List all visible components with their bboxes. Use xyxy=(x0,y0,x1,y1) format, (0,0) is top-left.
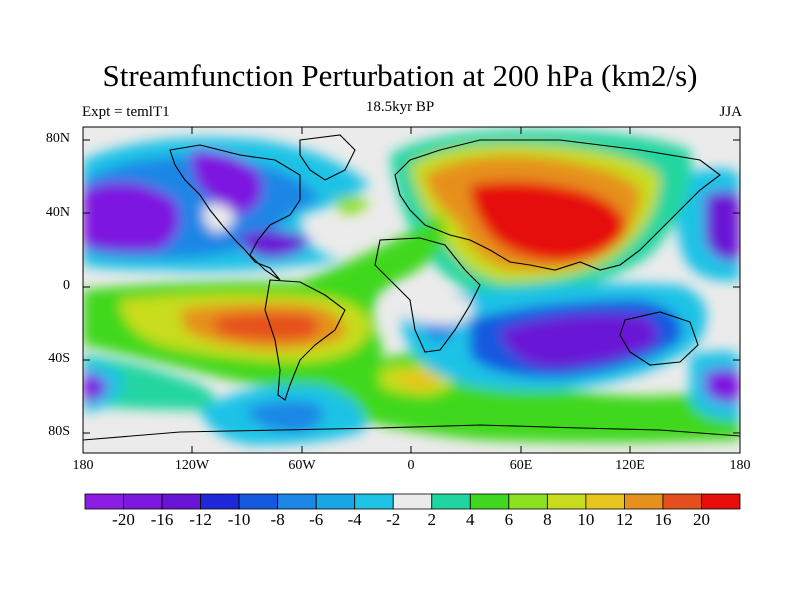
greenland-coast xyxy=(299,134,356,181)
x-tick-label: 180 xyxy=(72,458,94,473)
y-tick-label: 40S xyxy=(48,351,70,366)
x-tick-label: 120E xyxy=(615,458,645,473)
x-tick-label: 120W xyxy=(174,458,210,473)
colorbar-swatch xyxy=(392,493,433,510)
colorbar-tick-label: -16 xyxy=(150,510,174,529)
colorbar-tick-label: 12 xyxy=(615,510,633,529)
north-pacific-low-core xyxy=(83,182,180,252)
y-tick-label: 0 xyxy=(63,278,70,293)
colorbar-swatch xyxy=(84,493,124,510)
sw-pacific-low-core xyxy=(83,372,108,402)
time-period-label: 18.5kyr BP xyxy=(365,99,435,115)
africa-coast xyxy=(374,237,481,353)
se-pacific-low-core xyxy=(705,369,740,403)
colorbar-tick-label: 6 xyxy=(504,510,514,529)
coastlines xyxy=(83,134,740,441)
colorbar-swatch xyxy=(431,493,471,510)
colorbar-tick-label: -20 xyxy=(112,510,135,529)
x-tick-label: 60W xyxy=(288,458,316,473)
south-america-coast xyxy=(264,279,346,401)
colorbar-swatch xyxy=(315,493,356,510)
colorbar-tick-label: 20 xyxy=(692,510,710,529)
y-tick-label: 40N xyxy=(45,205,70,220)
southern-ocean-orange xyxy=(400,372,440,390)
eurasia-high-red xyxy=(470,181,626,262)
colorbar-tick-label: -6 xyxy=(309,510,324,529)
colorbar-swatch xyxy=(354,493,394,510)
colorbar-tick-label: 8 xyxy=(543,510,552,529)
australia-coast xyxy=(619,311,699,366)
pacific-hole xyxy=(203,203,235,232)
colorbar-tick-label: -2 xyxy=(386,510,401,529)
colorbar xyxy=(84,493,741,510)
y-tick-label: 80S xyxy=(48,424,70,439)
x-tick-label: 60E xyxy=(509,458,533,473)
colorbar-swatch xyxy=(161,493,201,510)
colorbar-swatch xyxy=(200,493,240,510)
colorbar-tick-label: 4 xyxy=(466,510,475,529)
axis-ticks xyxy=(83,127,740,453)
colorbar-tick-label: -8 xyxy=(270,510,285,529)
plot-title: Streamfunction Perturbation at 200 hPa (… xyxy=(102,58,698,93)
south-atlantic-high-red xyxy=(213,313,318,340)
gulf-low-core xyxy=(240,231,310,258)
colorbar-tick-label: 10 xyxy=(577,510,595,529)
colorbar-swatch xyxy=(546,493,587,510)
colorbar-swatch xyxy=(469,493,510,510)
colorbar-tick-label: -10 xyxy=(227,510,251,529)
season-label: JJA xyxy=(719,104,742,120)
experiment-label: Expt = temlT1 xyxy=(82,104,170,120)
colorbar-swatch xyxy=(238,493,279,510)
eurasia-coast xyxy=(394,139,721,271)
x-tick-label: 0 xyxy=(407,458,415,473)
colorbar-swatch xyxy=(508,493,548,510)
equatorial-white-gap xyxy=(380,290,473,325)
colorbar-swatch xyxy=(662,493,702,510)
east-pacific-low-core xyxy=(705,191,740,261)
indian-ocean-low-core xyxy=(500,314,658,368)
colorbar-tick-label: -4 xyxy=(347,510,362,529)
north-america-low-core xyxy=(190,150,263,215)
colorbar-swatch xyxy=(701,493,741,510)
north-america-coast xyxy=(169,144,301,281)
colorbar-swatch xyxy=(585,493,625,510)
colorbar-tick-label: -12 xyxy=(189,510,212,529)
colorbar-swatch xyxy=(277,493,317,510)
colorbar-swatch xyxy=(123,493,163,510)
antarctica-coast xyxy=(83,424,740,441)
y-tick-label: 80N xyxy=(45,131,70,146)
colorbar-tick-label: 16 xyxy=(654,510,672,529)
x-tick-label: 180 xyxy=(729,458,751,473)
north-atlantic-high xyxy=(335,196,370,214)
colorbar-tick-label: 2 xyxy=(427,510,437,529)
contour-field xyxy=(83,127,740,453)
antarctic-low-core xyxy=(245,401,323,432)
colorbar-swatch xyxy=(624,493,664,510)
